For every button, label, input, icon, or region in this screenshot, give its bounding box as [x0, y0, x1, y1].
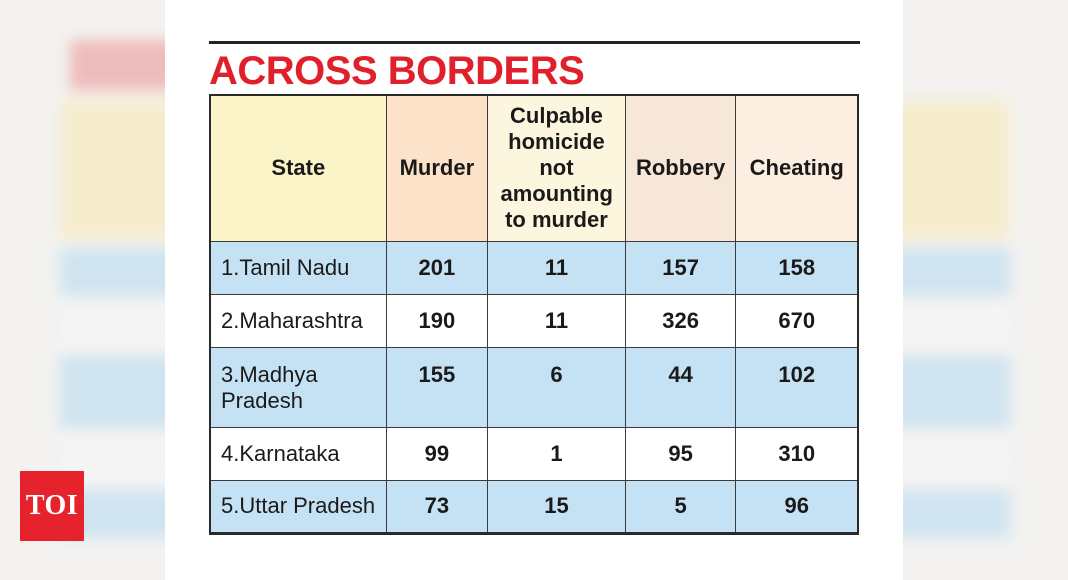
top-rule [209, 41, 860, 44]
culpable-homicide-cell: 11 [487, 240, 626, 295]
robbery-cell: 326 [624, 293, 737, 348]
table-row: 3.Madhya Pradesh 155 6 44 102 [209, 346, 859, 428]
robbery-cell: 157 [624, 240, 737, 295]
column-header-culpable-homicide-text: Culpable homicide not amounting to murde… [500, 103, 613, 233]
state-cell: 5.Uttar Pradesh [209, 479, 387, 534]
table-row: 5.Uttar Pradesh 73 15 5 96 [209, 479, 859, 534]
column-header-culpable-homicide: Culpable homicide not amounting to murde… [487, 94, 626, 242]
state-cell: 4.Karnataka [209, 426, 387, 481]
murder-cell: 201 [385, 240, 489, 295]
infographic-card: ACROSS BORDERS State Murder Culpable hom… [165, 0, 903, 580]
state-cell-text: 3.Madhya Pradesh [221, 361, 318, 413]
state-cell: 3.Madhya Pradesh [209, 346, 387, 428]
robbery-cell: 44 [624, 346, 737, 428]
murder-cell: 73 [385, 479, 489, 534]
murder-cell: 99 [385, 426, 489, 481]
cheating-cell: 670 [735, 293, 859, 348]
cheating-cell: 158 [735, 240, 859, 295]
culpable-homicide-cell: 1 [487, 426, 626, 481]
column-header-cheating: Cheating [735, 94, 859, 242]
header-row: State Murder Culpable homicide not amoun… [209, 94, 859, 242]
table-row: 1.Tamil Nadu 201 11 157 158 [209, 240, 859, 295]
culpable-homicide-cell: 11 [487, 293, 626, 348]
murder-cell: 155 [385, 346, 489, 428]
state-cell: 2.Maharashtra [209, 293, 387, 348]
data-table: State Murder Culpable homicide not amoun… [209, 94, 859, 535]
culpable-homicide-cell: 6 [487, 346, 626, 428]
table-row: 4.Karnataka 99 1 95 310 [209, 426, 859, 481]
chart-title: ACROSS BORDERS [209, 49, 585, 93]
robbery-cell: 95 [624, 426, 737, 481]
cheating-cell: 96 [735, 479, 859, 534]
column-header-murder: Murder [385, 94, 489, 242]
column-header-robbery: Robbery [624, 94, 737, 242]
robbery-cell: 5 [624, 479, 737, 534]
culpable-homicide-cell: 15 [487, 479, 626, 534]
murder-cell: 190 [385, 293, 489, 348]
state-cell: 1.Tamil Nadu [209, 240, 387, 295]
toi-logo: TOI [20, 471, 84, 541]
cheating-cell: 102 [735, 346, 859, 428]
cheating-cell: 310 [735, 426, 859, 481]
table-row: 2.Maharashtra 190 11 326 670 [209, 293, 859, 348]
column-header-state: State [209, 94, 387, 242]
